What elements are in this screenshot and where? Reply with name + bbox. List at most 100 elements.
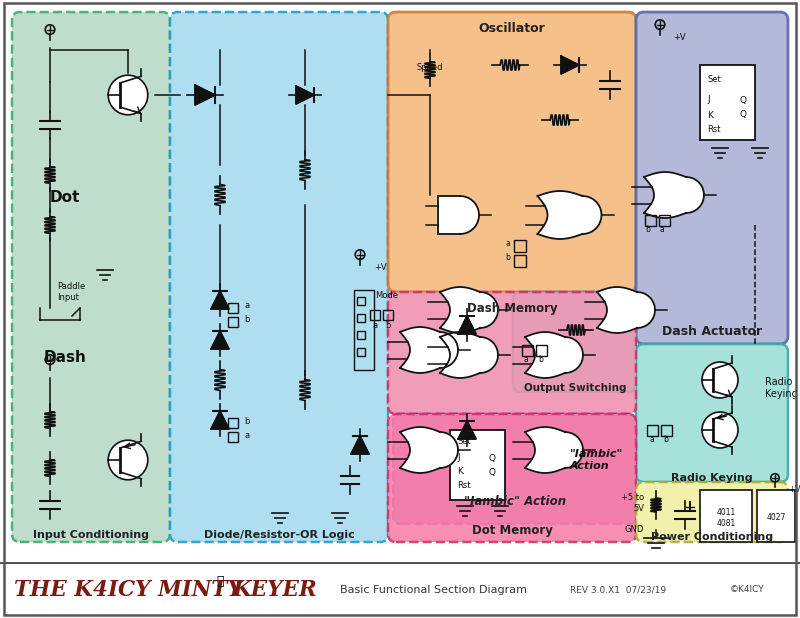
Text: J: J	[457, 454, 460, 462]
Bar	[450, 430, 505, 500]
Polygon shape	[195, 85, 215, 105]
Bar	[522, 345, 533, 356]
Text: Dash Actuator: Dash Actuator	[662, 325, 762, 338]
FancyBboxPatch shape	[393, 414, 636, 524]
Text: KEYER: KEYER	[232, 579, 317, 601]
Text: a: a	[373, 321, 378, 329]
FancyBboxPatch shape	[388, 12, 636, 292]
Circle shape	[702, 362, 738, 398]
FancyBboxPatch shape	[513, 292, 636, 392]
Bar	[536, 345, 547, 356]
Text: K: K	[707, 111, 713, 119]
Bar	[228, 303, 238, 313]
Text: Rst: Rst	[707, 125, 721, 135]
FancyBboxPatch shape	[636, 12, 788, 344]
Bar	[700, 65, 755, 140]
Polygon shape	[458, 316, 476, 334]
Polygon shape	[400, 327, 458, 373]
Text: Q̄: Q̄	[488, 467, 495, 476]
Text: Paddle
Input: Paddle Input	[57, 282, 86, 302]
Text: Basic Functional Section Diagram: Basic Functional Section Diagram	[340, 585, 527, 595]
Polygon shape	[211, 331, 229, 349]
Polygon shape	[440, 287, 498, 333]
Text: b: b	[386, 321, 390, 329]
Bar	[757, 490, 795, 542]
Text: Set: Set	[707, 75, 721, 85]
Polygon shape	[211, 411, 229, 429]
Bar	[354, 290, 374, 370]
Text: Dash: Dash	[43, 350, 86, 365]
Bar	[661, 425, 672, 436]
Text: Output Switching: Output Switching	[524, 383, 626, 393]
Bar	[357, 297, 365, 305]
Text: Dot Memory: Dot Memory	[471, 524, 553, 537]
Polygon shape	[644, 172, 704, 218]
Bar	[228, 418, 238, 428]
Bar	[514, 255, 526, 267]
Text: Set: Set	[457, 438, 470, 446]
Text: K: K	[457, 467, 463, 476]
Text: THE K4ICY MINTY: THE K4ICY MINTY	[14, 579, 242, 601]
Text: "Iambic"
Action: "Iambic" Action	[570, 449, 623, 471]
Bar	[514, 240, 526, 252]
Text: Q̄: Q̄	[740, 111, 747, 119]
Text: Mode: Mode	[375, 290, 398, 300]
Text: b: b	[663, 436, 668, 444]
Text: a: a	[244, 302, 249, 310]
Text: +V: +V	[374, 263, 386, 271]
Polygon shape	[597, 287, 655, 333]
Text: +5 to
5V: +5 to 5V	[621, 493, 644, 513]
Polygon shape	[561, 56, 579, 74]
Text: a: a	[659, 226, 664, 234]
Text: b: b	[244, 418, 250, 426]
Text: 4027: 4027	[766, 514, 786, 522]
Polygon shape	[438, 196, 479, 234]
Polygon shape	[296, 86, 314, 104]
Text: b: b	[505, 253, 510, 261]
Text: a: a	[524, 355, 529, 365]
Circle shape	[702, 412, 738, 448]
Circle shape	[108, 75, 148, 115]
Text: a: a	[506, 239, 510, 247]
Bar	[357, 348, 365, 356]
Bar	[357, 331, 365, 339]
Text: b: b	[244, 316, 250, 324]
Text: Dot: Dot	[50, 190, 80, 206]
Text: GND: GND	[625, 525, 644, 535]
Text: 🌿: 🌿	[216, 575, 224, 588]
Text: Input Conditioning: Input Conditioning	[33, 530, 149, 540]
FancyBboxPatch shape	[388, 292, 636, 414]
Text: Rst: Rst	[457, 481, 470, 491]
Text: Radio
Keying: Radio Keying	[765, 377, 798, 399]
Text: J: J	[707, 96, 710, 104]
Polygon shape	[351, 436, 369, 454]
Text: Q: Q	[740, 96, 747, 104]
Bar	[228, 317, 238, 327]
FancyBboxPatch shape	[170, 12, 388, 542]
FancyBboxPatch shape	[12, 12, 170, 542]
Text: Power Conditioning: Power Conditioning	[651, 532, 773, 542]
Text: Diode/Resistor-OR Logic: Diode/Resistor-OR Logic	[204, 530, 354, 540]
FancyBboxPatch shape	[636, 344, 788, 482]
Text: REV 3.0.X1  07/23/19: REV 3.0.X1 07/23/19	[570, 585, 666, 595]
Text: ©K4ICY: ©K4ICY	[730, 585, 765, 595]
Text: Speed: Speed	[417, 62, 443, 72]
Polygon shape	[525, 332, 583, 378]
Text: 4011
4081: 4011 4081	[716, 508, 736, 528]
Bar	[700, 490, 752, 542]
Bar	[647, 425, 658, 436]
Polygon shape	[538, 191, 602, 239]
Text: Oscillator: Oscillator	[478, 22, 546, 35]
Polygon shape	[211, 291, 229, 309]
Bar	[370, 310, 380, 320]
Text: Q: Q	[488, 454, 495, 462]
Polygon shape	[525, 427, 583, 473]
Text: +V: +V	[788, 485, 800, 494]
FancyBboxPatch shape	[388, 414, 636, 542]
Text: a: a	[649, 436, 654, 444]
Bar	[383, 310, 393, 320]
Text: +V: +V	[673, 33, 686, 41]
Text: Dash Memory: Dash Memory	[466, 302, 558, 315]
Bar	[645, 215, 656, 226]
Text: b: b	[538, 355, 543, 365]
